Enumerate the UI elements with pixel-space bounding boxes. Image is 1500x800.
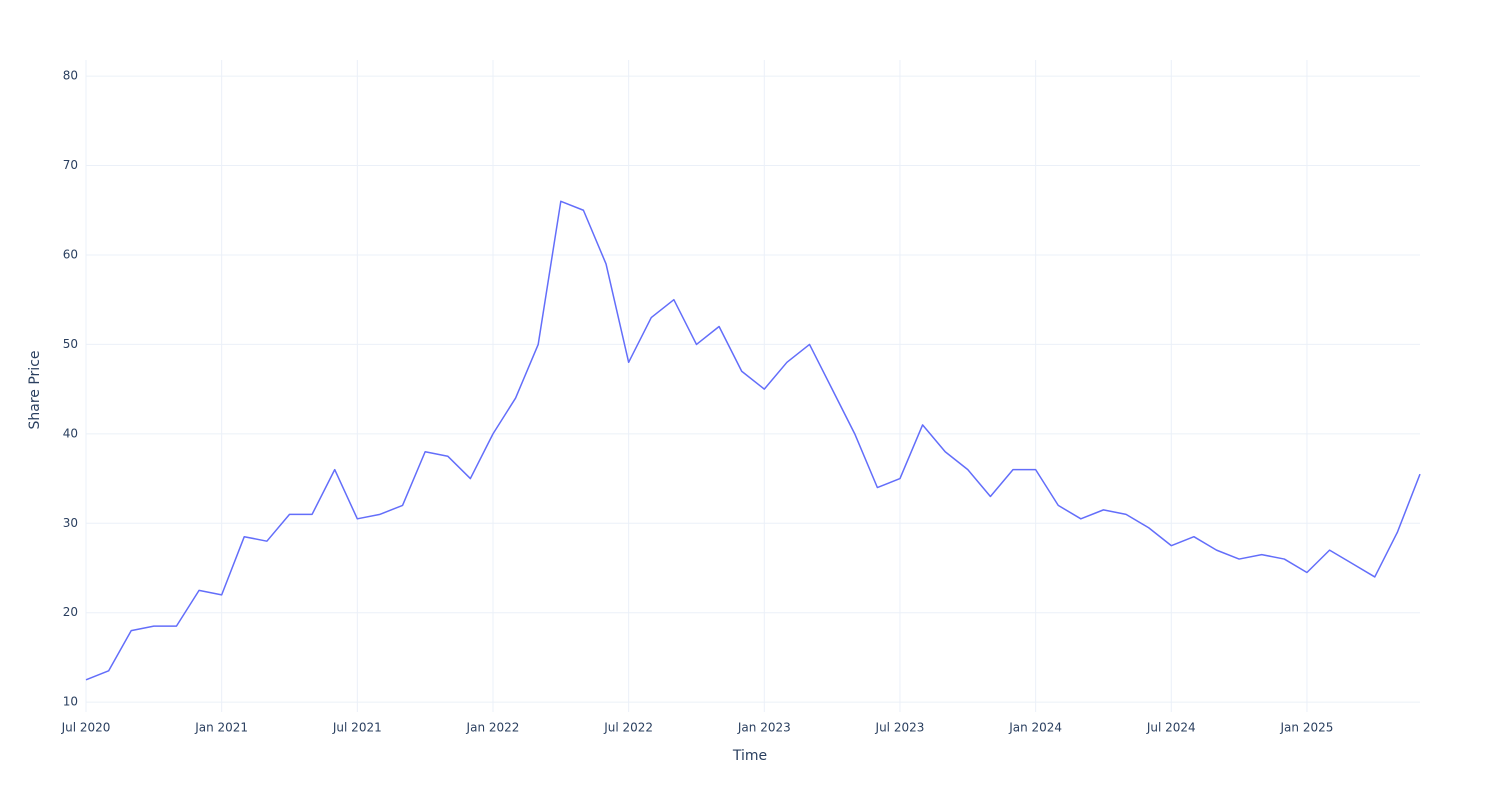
plot-area: [85, 200, 1421, 681]
y-tick-label: 80: [63, 69, 78, 83]
grid: [85, 60, 1420, 712]
y-tick-label: 30: [63, 516, 78, 530]
x-tick-label: Jan 2021: [194, 721, 248, 735]
x-tick-label: Jul 2021: [332, 721, 382, 735]
x-tick-label: Jan 2023: [737, 721, 791, 735]
x-axis-title: Time: [732, 748, 767, 764]
y-tick-label: 20: [63, 605, 78, 619]
x-tick-label: Jan 2024: [1008, 721, 1062, 735]
x-tick-label: Jan 2025: [1280, 721, 1334, 735]
y-tick-label: 70: [63, 158, 78, 172]
x-tick-label: Jul 2022: [603, 721, 653, 735]
y-tick-label: 10: [63, 695, 78, 709]
line: [85, 200, 1421, 681]
x-tick-label: Jan 2022: [466, 721, 520, 735]
x-tick-label: Jul 2020: [61, 721, 111, 735]
x-tick-label: Jul 2023: [875, 721, 925, 735]
x-tick-label: Jul 2024: [1146, 721, 1196, 735]
y-axis-title: Share Price: [27, 350, 43, 429]
y-tick-label: 50: [63, 337, 78, 351]
y-tick-label: 40: [63, 426, 78, 440]
y-tick-label: 60: [63, 247, 78, 261]
